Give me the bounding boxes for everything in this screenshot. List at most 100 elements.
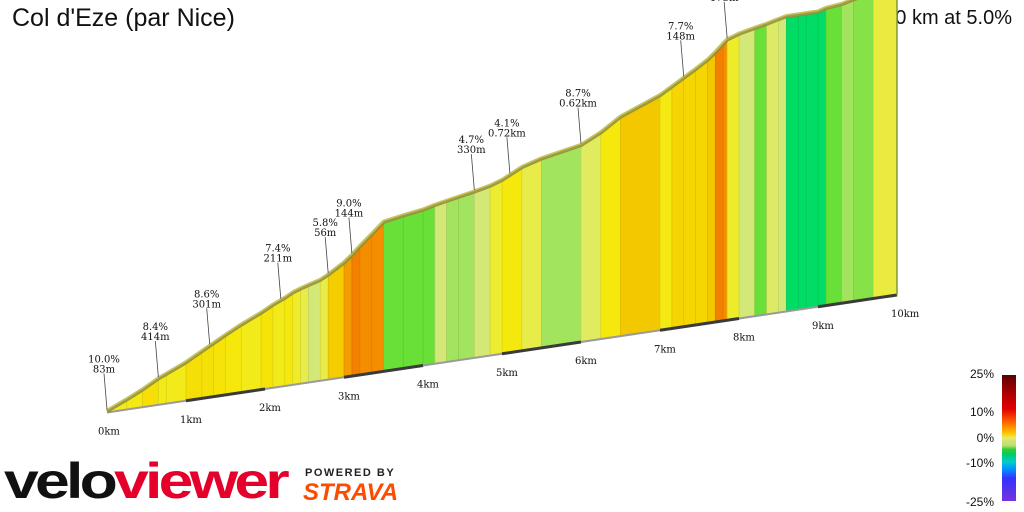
gradient-segment <box>600 117 621 340</box>
annotation-leader <box>206 308 211 345</box>
annotation-gradient: 8.7% <box>565 89 590 100</box>
annotation-leader <box>680 40 685 77</box>
gradient-segment <box>225 325 242 396</box>
annotation-leader <box>723 2 728 39</box>
gradient-segment <box>580 133 602 343</box>
distance-axis: 0km 1km 2km 3km 4km 5km 6km 7km 8km 9km 10km <box>98 293 920 438</box>
km-tick-label: 6km <box>575 356 597 367</box>
km-band <box>659 317 740 332</box>
gradient-annotations: 10.0%83m 8.4%414m 8.6%301m 7.4%211m 5.8%56m 9… <box>88 0 739 410</box>
gradient-segment <box>371 222 384 374</box>
gradient-segment <box>797 14 807 311</box>
gradient-segment <box>351 246 361 377</box>
legend-label-minus25: -25% <box>965 495 994 509</box>
powered-by-label: POWERED BY <box>305 467 396 479</box>
annotation-gradient: 7.4% <box>265 244 290 255</box>
page-title: Col d'Eze (par Nice) <box>12 4 235 32</box>
gradient-segment <box>501 168 523 355</box>
annotation-length: 330m <box>457 145 486 156</box>
gradient-segment <box>422 206 436 366</box>
gradient-segment <box>284 293 293 387</box>
annotation-leader <box>103 373 108 410</box>
gradient-segment <box>786 15 799 312</box>
km-tick-label: 10km <box>891 309 920 320</box>
profile-ridge-line <box>105 0 858 413</box>
gradient-segment <box>489 181 503 356</box>
annotation-leader <box>506 137 511 174</box>
gradient-segment <box>714 44 724 323</box>
annotation-gradient: 5.8% <box>312 218 337 229</box>
annotation-length: 0.72km <box>488 128 526 139</box>
km-tick-label: 4km <box>417 380 439 391</box>
annotation-gradient: 4.1% <box>494 118 519 129</box>
gradient-segment <box>474 186 491 359</box>
annotation-length: 148m <box>666 31 695 42</box>
km-band <box>343 364 424 379</box>
gradient-colorbar <box>1002 375 1016 501</box>
km-tick-label: 7km <box>654 344 676 355</box>
annotation-leader <box>348 217 353 254</box>
gradient-segment <box>272 298 286 389</box>
km-tick-label: 5km <box>496 368 518 379</box>
annotation-length: 0.62km <box>559 99 597 110</box>
gradient-segment <box>402 210 424 369</box>
annotation-gradient: 4.7% <box>459 135 484 146</box>
gradient-segment <box>359 234 373 376</box>
gradient-segment <box>805 12 819 309</box>
gradient-segment <box>434 201 448 365</box>
annotation-gradient: 7.7% <box>668 21 693 32</box>
annotation-leader <box>577 107 582 144</box>
annotation-leader <box>470 154 475 191</box>
gradient-segment <box>872 0 898 299</box>
gradient-segment <box>825 5 843 306</box>
gradient-segment <box>343 255 353 378</box>
gradient-segments <box>106 0 898 413</box>
legend-label-minus10: -10% <box>965 456 994 470</box>
annotation-length: 56m <box>314 228 337 239</box>
annotation-length: 301m <box>192 299 221 310</box>
legend-label-25: 25% <box>969 367 994 381</box>
gradient-segment <box>738 29 756 319</box>
annotation-gradient: 8.4% <box>143 322 168 333</box>
annotation-length: 83m <box>93 365 116 376</box>
km-tick-label: 8km <box>733 333 755 344</box>
annotation-length: 144m <box>335 208 364 219</box>
annotation-leader <box>154 340 159 378</box>
annotation-length: 211m <box>264 254 293 265</box>
annotation-gradient: 10.0% <box>88 355 120 366</box>
gradient-segment <box>695 60 708 326</box>
gradient-segment <box>659 87 673 331</box>
gradient-segment <box>300 286 309 385</box>
climb-summary: 10.0 km at 5.0% <box>867 7 1012 29</box>
gradient-segment <box>853 0 874 302</box>
km-tick-label: 0km <box>98 427 120 438</box>
gradient-segment <box>707 53 716 324</box>
gradient-segment <box>766 20 779 315</box>
gradient-segment <box>383 216 404 372</box>
strava-logo: STRAVA <box>303 479 399 506</box>
gradient-segment <box>671 78 685 329</box>
gradient-segment <box>521 159 542 352</box>
km-tick-label: 2km <box>259 403 281 414</box>
km-tick-label: 1km <box>180 415 202 426</box>
km-tick-label: 9km <box>812 321 834 332</box>
gradient-segment <box>754 24 767 317</box>
legend-label-10: 10% <box>969 405 994 419</box>
km-band <box>185 387 266 403</box>
gradient-segment <box>308 280 321 383</box>
km-band <box>817 293 898 309</box>
km-band <box>501 340 582 356</box>
km-tick-label: 3km <box>338 391 360 402</box>
gradient-segment <box>683 70 696 328</box>
annotation-gradient: 9.0% <box>336 198 361 209</box>
gradient-segment <box>260 305 274 390</box>
annotation-length: 173m <box>710 0 739 4</box>
gradient-segment <box>319 275 329 382</box>
gradient-segment <box>841 0 854 304</box>
gradient-segment <box>541 146 582 349</box>
gradient-segment <box>213 335 226 397</box>
gradient-color-legend: 25% 10% 0% -10% -25% <box>958 367 1024 509</box>
annotation-leader <box>324 237 329 274</box>
